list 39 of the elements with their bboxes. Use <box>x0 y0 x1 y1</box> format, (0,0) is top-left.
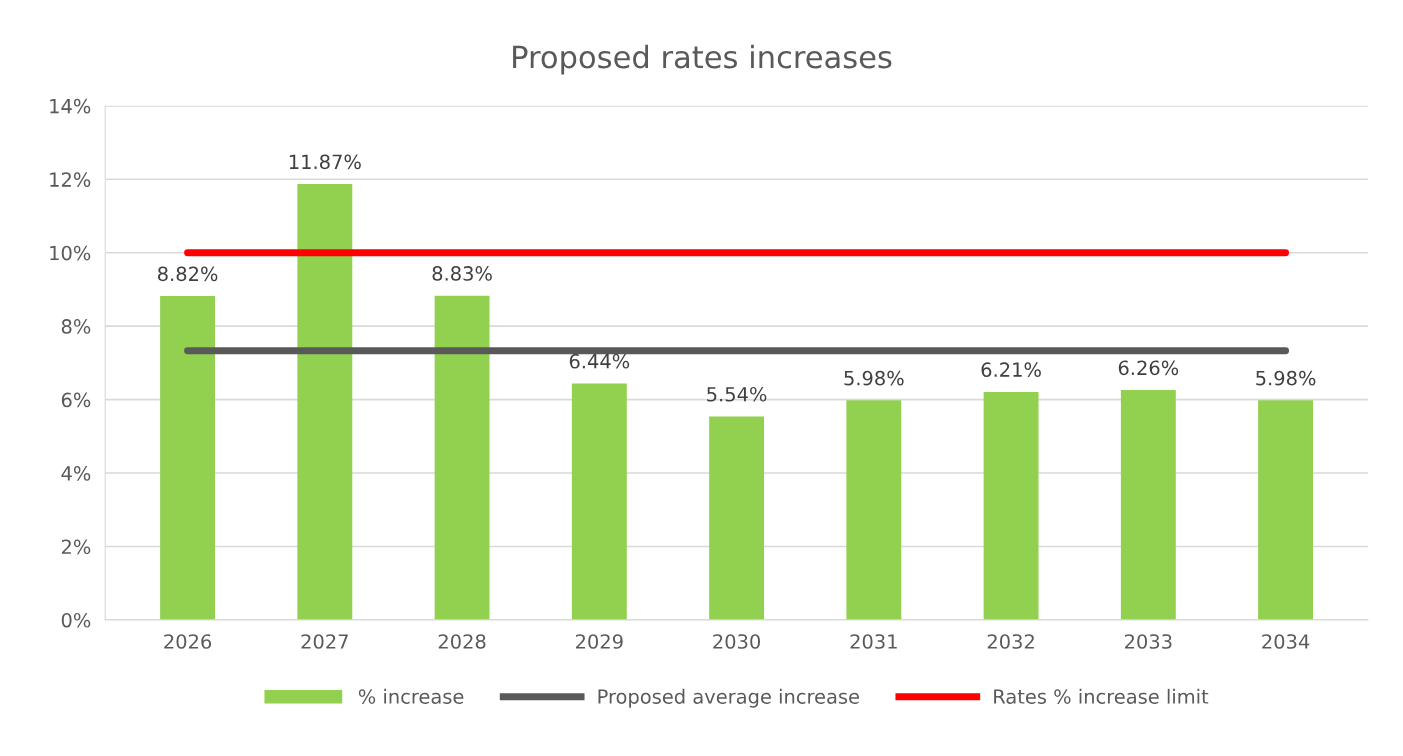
bar <box>571 383 627 620</box>
x-tick-label: 2029 <box>576 634 623 649</box>
y-tick-label: 10% <box>50 245 91 261</box>
data-label: 5.98% <box>1256 370 1316 386</box>
bar <box>846 400 902 620</box>
x-tick-label: 2030 <box>713 634 761 649</box>
legend-label: Proposed average increase <box>598 688 859 708</box>
x-tick-label: 2033 <box>1125 634 1172 649</box>
y-tick-label: 0% <box>61 612 91 628</box>
data-label: 8.83% <box>432 266 492 281</box>
bar <box>434 295 490 620</box>
data-label: 5.98% <box>844 370 904 386</box>
y-tick-label: 12% <box>50 172 91 187</box>
x-tick-label: 2034 <box>1262 634 1310 649</box>
y-tick-label: 4% <box>61 466 91 481</box>
y-tick-label: 2% <box>61 539 91 555</box>
bar <box>1120 390 1176 620</box>
x-tick-label: 2032 <box>987 634 1034 649</box>
bar <box>297 184 353 620</box>
bar <box>709 416 765 620</box>
data-label: 8.82% <box>158 266 218 282</box>
x-tick-label: 2026 <box>164 634 212 649</box>
x-tick-label: 2031 <box>850 634 897 649</box>
data-label: 6.26% <box>1118 360 1179 376</box>
legend-label: Rates % increase limit <box>994 688 1209 704</box>
bar <box>160 296 216 620</box>
data-label: 6.44% <box>569 353 630 369</box>
data-label: 11.87% <box>289 154 361 170</box>
bar <box>983 391 1039 620</box>
bar <box>1258 400 1314 620</box>
x-tick-label: 2028 <box>438 634 486 649</box>
data-label: 6.21% <box>981 362 1041 378</box>
x-tick-label: 2027 <box>301 634 348 649</box>
data-label: 5.54% <box>707 386 767 402</box>
y-tick-label: 6% <box>61 392 91 408</box>
y-tick-label: 14% <box>50 98 91 114</box>
chart-title: Proposed rates increases <box>513 44 892 75</box>
legend-label: % increase <box>358 688 464 704</box>
y-tick-label: 8% <box>61 319 91 334</box>
